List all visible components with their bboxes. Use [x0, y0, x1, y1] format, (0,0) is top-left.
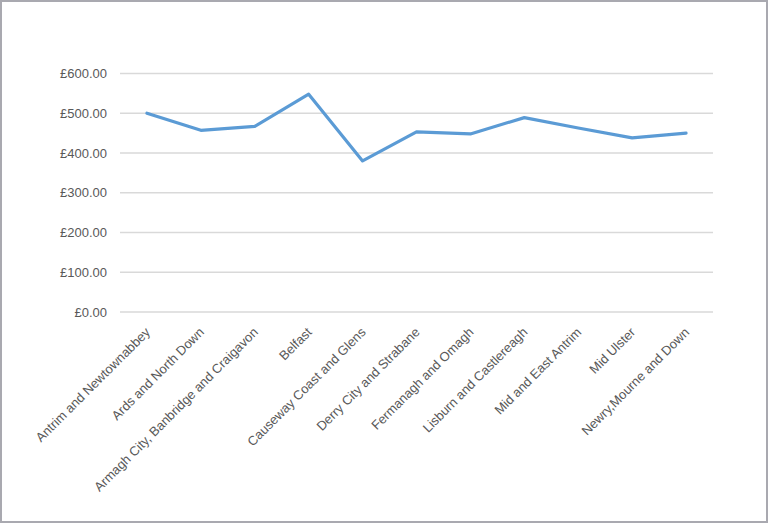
x-axis-category-label: Derry City and Strabane: [313, 325, 422, 434]
y-axis-tick-label: £0.00: [74, 305, 107, 320]
x-axis-category-label: Ards and North Down: [108, 325, 206, 423]
series-line: [147, 94, 686, 161]
y-axis-tick-label: £300.00: [60, 185, 107, 200]
x-axis-category-label: Mid Ulster: [586, 324, 638, 376]
x-axis-category-label: Newry,Mourne and Down: [579, 325, 693, 439]
y-axis-tick-label: £600.00: [60, 66, 107, 81]
chart-container: £0.00 £100.00 £200.00 £300.00 £400.00 £500.00…: [0, 0, 768, 523]
y-axis-tick-label: £500.00: [60, 106, 107, 121]
x-axis-category-label: Belfast: [276, 324, 315, 363]
y-axis-tick-label: £100.00: [60, 265, 107, 280]
x-axis-category-label: Lisburn and Castlereagh: [420, 325, 531, 436]
y-axis-tick-label: £400.00: [60, 146, 107, 161]
line-chart: £0.00 £100.00 £200.00 £300.00 £400.00 £500.00…: [0, 0, 768, 523]
y-axis-tick-label: £200.00: [60, 225, 107, 240]
x-axis-category-label: Fermanagh and Omagh: [368, 325, 476, 433]
